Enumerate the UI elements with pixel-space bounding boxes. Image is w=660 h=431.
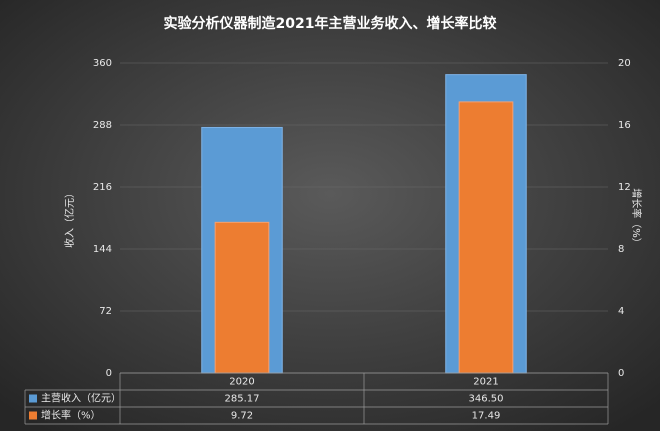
y-tick-label: 72: [99, 306, 112, 317]
y-axis-title: 收入（亿元）: [63, 188, 76, 248]
y2-axis-title: 增长率（%）: [630, 188, 643, 248]
bar: [214, 221, 270, 374]
y-tick-label: 216: [93, 182, 112, 193]
y2-tick-label: 12: [618, 182, 631, 193]
legend-swatch: [29, 394, 37, 403]
chart-title: 实验分析仪器制造2021年主营业务收入、增长率比较: [164, 15, 497, 32]
table-value: 285.17: [225, 394, 260, 405]
table-value: 346.50: [469, 394, 504, 405]
y-tick-label: 288: [93, 120, 112, 131]
y-tick-label: 0: [106, 368, 112, 379]
y-tick-label: 360: [93, 58, 112, 69]
bar: [458, 101, 514, 374]
table-value: 9.72: [231, 411, 253, 422]
x-tick-label: 2021: [473, 377, 498, 388]
y2-tick-label: 4: [618, 306, 624, 317]
x-tick-label: 2020: [229, 377, 254, 388]
legend-label: 增长率（%）: [41, 409, 101, 422]
y2-tick-label: 8: [618, 244, 624, 255]
y2-tick-label: 16: [618, 120, 631, 131]
legend-label: 主营收入（亿元）: [41, 392, 121, 405]
y-tick-label: 144: [93, 244, 112, 255]
legend-swatch: [29, 411, 37, 420]
y2-tick-label: 20: [618, 58, 631, 69]
y2-tick-label: 0: [618, 368, 624, 379]
table-value: 17.49: [472, 411, 501, 422]
